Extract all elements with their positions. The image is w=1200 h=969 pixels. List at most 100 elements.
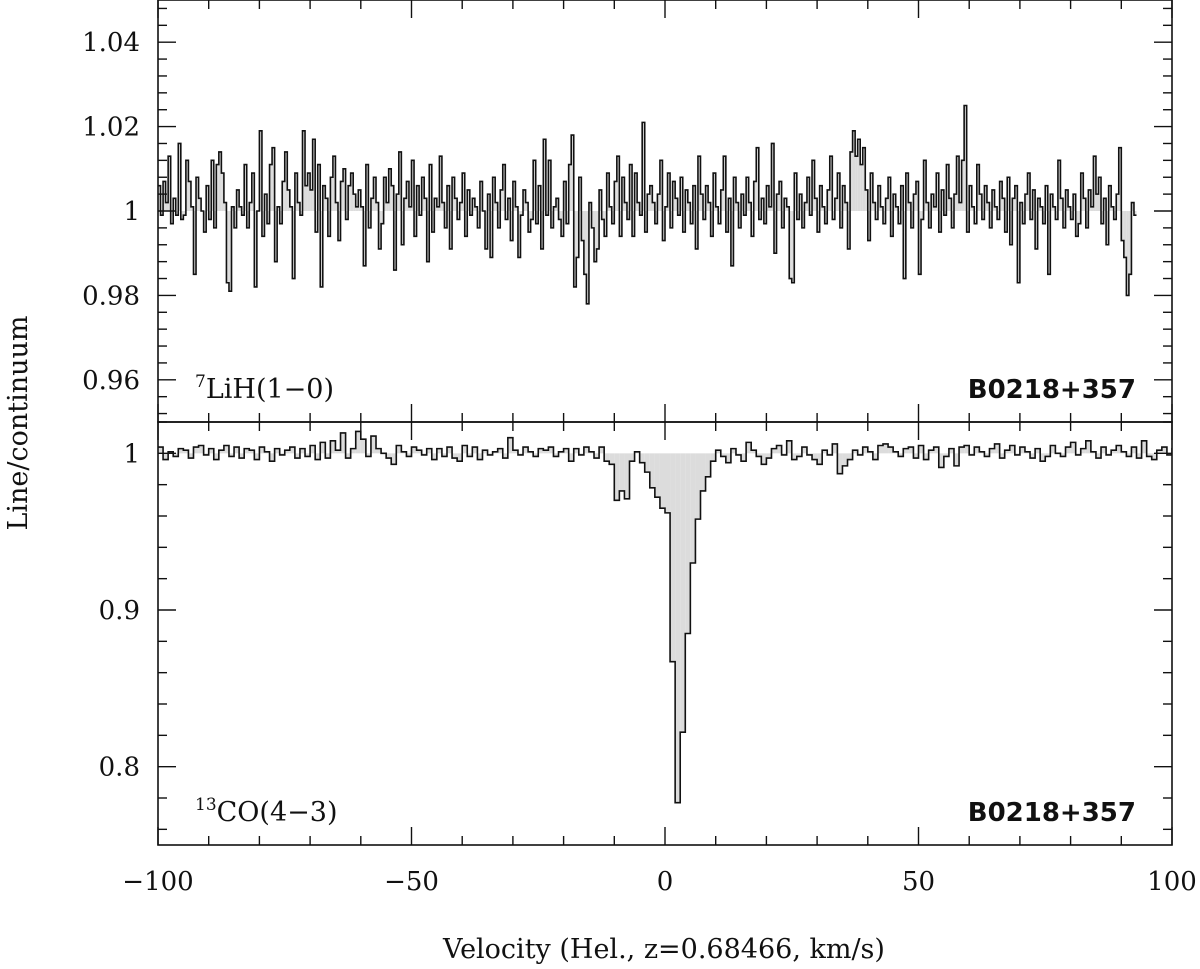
spectrum-fill-bin <box>239 206 242 211</box>
spectrum-fill-bin <box>251 173 255 211</box>
spectrum-fill-bin <box>913 194 916 211</box>
spectrum-fill-bin <box>867 211 871 241</box>
spectrum-fill-bin <box>196 177 199 211</box>
spectrum-fill-bin <box>188 453 194 459</box>
spectrum-fill-bin <box>774 211 777 254</box>
spectrum-fill-bin <box>776 445 782 454</box>
spectrum-fill-bin <box>193 447 199 454</box>
spectrum-fill-bin <box>951 211 954 228</box>
spectrum-fill-bin <box>462 173 465 211</box>
x-tick-label: 0 <box>657 867 674 897</box>
spectrum-fill-bin <box>548 447 554 454</box>
spectrum-fill-bin <box>586 211 589 304</box>
spectrum-fill-bin <box>614 453 620 501</box>
spectrum-fill-bin <box>941 189 944 211</box>
spectrum-fill-bin <box>992 189 995 211</box>
spectrum-fill-bin <box>964 445 970 454</box>
spectrum-fill-bin <box>1133 211 1137 216</box>
spectrum-fill-bin <box>315 211 318 233</box>
spectrum-fill-bin <box>320 442 326 454</box>
spectrum-fill-bin <box>583 447 589 454</box>
spectrum-fill-bin <box>756 147 759 211</box>
spectrum-fill-bin <box>507 198 511 211</box>
spectrum-fill-bin <box>989 448 995 454</box>
spectrum-fill-bin <box>832 443 838 454</box>
spectrum-fill-bin <box>842 453 848 466</box>
spectrum-fill-bin <box>388 168 392 211</box>
spectrum-fill-bin <box>791 453 797 460</box>
spectrum-fill-bin <box>485 211 488 249</box>
spectrum-fill-bin <box>806 177 810 211</box>
spectrum-fill-bin <box>888 177 891 211</box>
spectrum-fill-bin <box>1131 202 1134 211</box>
spectrum-fill-bin <box>946 164 949 211</box>
spectrum-fill-bin <box>335 450 341 454</box>
spectrum-fill-bin <box>926 202 929 211</box>
spectrum-fill-bin <box>436 448 442 454</box>
spectrum-fill-bin <box>558 211 562 220</box>
spectrum-fill-bin <box>713 173 716 211</box>
spectrum-fill-bin <box>163 181 166 211</box>
spectrum-fill-bin <box>933 206 937 211</box>
spectrum-fill-bin <box>391 185 394 211</box>
spectrum-fill-bin <box>512 181 516 211</box>
spectrum-fill-bin <box>647 194 650 211</box>
spectrum-fill-bin <box>1095 453 1102 459</box>
spectrum-fill-bin <box>865 189 868 211</box>
spectrum-fill-bin <box>512 450 518 454</box>
spectrum-fill-bin <box>272 147 275 211</box>
spectrum-fill-bin <box>340 181 344 211</box>
spectrum-fill-bin <box>343 168 346 211</box>
spectrum-fill-bin <box>639 211 643 216</box>
spectrum-fill-bin <box>812 453 818 460</box>
spectrum-fill-bin <box>1052 206 1056 211</box>
spectrum-fill-bin <box>817 453 823 465</box>
spectrum-fill-bin <box>852 450 858 454</box>
spectrum-fill-bin <box>180 211 184 220</box>
spectrum-fill-bin <box>158 185 161 211</box>
spectrum-fill-bin <box>254 453 260 460</box>
spectrum-fill-bin <box>997 211 1000 220</box>
spectrum-fill-bin <box>741 453 747 462</box>
spectrum-fill-bin <box>548 160 551 211</box>
spectrum-fill-bin <box>632 211 635 237</box>
spectrum-fill-bin <box>545 211 549 216</box>
spectrum-fill-bin <box>383 177 387 211</box>
spectrum-fill-bin <box>877 445 884 454</box>
spectrum-fill-bin <box>1040 206 1043 211</box>
spectrum-fill-bin <box>459 202 463 211</box>
spectrum-fill-bin <box>259 130 262 211</box>
plot-area-top <box>158 104 1137 305</box>
spectrum-fill-bin <box>492 177 496 211</box>
spectrum-fill-bin <box>178 448 184 454</box>
spectrum-fill-bin <box>218 151 222 211</box>
spectrum-fill-bin <box>710 453 716 462</box>
spectrum-fill-bin <box>500 189 503 211</box>
spectrum-fill-bin <box>933 447 939 454</box>
spectrum-fill-bin <box>1040 453 1046 462</box>
spectrum-fill-bin <box>844 202 848 211</box>
spectrum-fill-bin <box>350 448 356 454</box>
spectrum-fill-bin <box>834 198 838 211</box>
spectrum-fill-bin <box>885 198 889 211</box>
spectrum-fill-bin <box>535 211 539 224</box>
spectrum-fill-bin <box>228 453 235 457</box>
spectrum-fill-bin <box>730 211 734 266</box>
spectrum-fill-bin <box>725 211 729 233</box>
y-axis-title: Line/continuum <box>3 315 34 530</box>
spectrum-fill-bin <box>543 139 546 211</box>
spectrum-fill-bin <box>665 453 671 513</box>
spectrum-fill-bin <box>857 139 861 211</box>
spectrum-fill-bin <box>644 211 648 233</box>
y-tick-label: 0.9 <box>99 596 140 626</box>
spectrum-fill-bin <box>918 445 924 454</box>
spectrum-fill-bin <box>376 202 379 211</box>
spectrum-fill-bin <box>662 211 665 241</box>
spectrum-fill-bin <box>768 206 772 211</box>
spectrum-fill-bin <box>659 160 663 211</box>
spectrum-fill-bin <box>345 211 349 220</box>
spectrum-fill-bin <box>363 211 366 266</box>
spectrum-fill-bin <box>822 206 825 211</box>
spectrum-fill-bin <box>1146 453 1152 457</box>
